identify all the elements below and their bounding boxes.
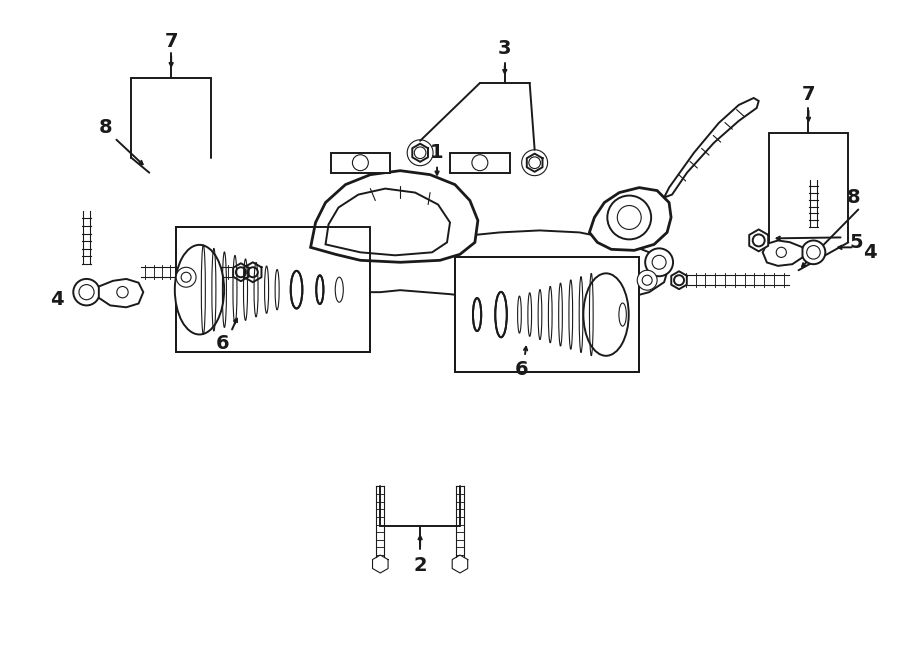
Bar (330, 153, 391, 173)
Text: 6: 6 (515, 360, 528, 379)
Polygon shape (749, 230, 769, 252)
Polygon shape (671, 271, 687, 289)
Circle shape (637, 270, 657, 290)
Circle shape (73, 279, 100, 305)
Text: 7: 7 (802, 85, 815, 105)
Polygon shape (233, 263, 248, 281)
Circle shape (802, 240, 825, 264)
Ellipse shape (291, 271, 302, 308)
Polygon shape (590, 187, 671, 250)
Bar (455, 258, 639, 372)
Polygon shape (664, 98, 759, 197)
Text: 2: 2 (413, 555, 427, 575)
Bar (455, 258, 639, 372)
Polygon shape (244, 262, 262, 282)
Ellipse shape (473, 298, 482, 331)
Circle shape (472, 155, 488, 171)
Polygon shape (412, 144, 428, 162)
Text: 4: 4 (863, 243, 877, 262)
Bar (176, 228, 370, 352)
Ellipse shape (335, 277, 343, 303)
Polygon shape (310, 171, 478, 262)
Polygon shape (762, 240, 803, 266)
Bar (176, 228, 370, 352)
Text: 8: 8 (847, 188, 860, 207)
Circle shape (117, 287, 128, 298)
Ellipse shape (583, 273, 629, 355)
Text: 8: 8 (99, 118, 112, 137)
Text: 6: 6 (216, 334, 230, 354)
Bar (450, 153, 509, 173)
Text: 7: 7 (165, 32, 178, 51)
Ellipse shape (175, 245, 224, 334)
Circle shape (176, 267, 196, 287)
Circle shape (645, 248, 673, 276)
Text: 5: 5 (850, 233, 863, 252)
Circle shape (608, 195, 652, 240)
Ellipse shape (619, 303, 626, 326)
Text: 4: 4 (50, 290, 64, 308)
Circle shape (776, 247, 787, 258)
Ellipse shape (316, 275, 323, 304)
Polygon shape (373, 555, 388, 573)
Polygon shape (256, 230, 667, 304)
Polygon shape (99, 279, 143, 307)
Ellipse shape (495, 292, 507, 337)
Text: 3: 3 (498, 38, 511, 58)
Polygon shape (526, 154, 543, 171)
Text: 1: 1 (430, 143, 444, 162)
Circle shape (353, 155, 368, 171)
Polygon shape (452, 555, 468, 573)
